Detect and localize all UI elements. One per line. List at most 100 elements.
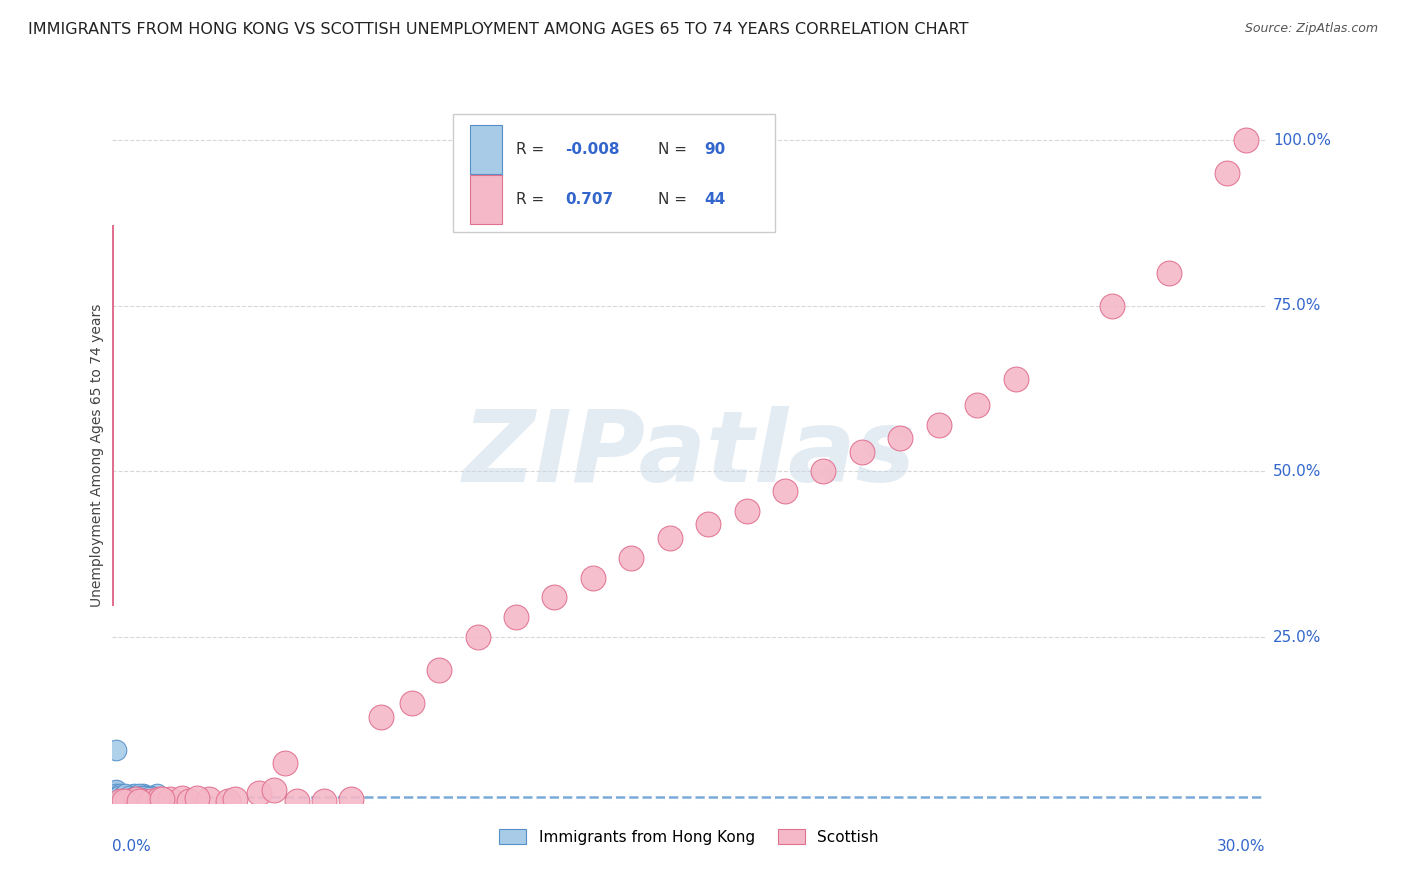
Point — [104, 787, 127, 801]
Point — [122, 789, 145, 804]
Point — [135, 790, 157, 805]
Point — [285, 794, 308, 808]
Text: 0.0%: 0.0% — [112, 839, 152, 855]
Point — [143, 790, 166, 805]
Point — [136, 792, 159, 806]
Point — [114, 790, 136, 805]
Point — [139, 794, 162, 808]
Point — [127, 790, 149, 805]
Legend: Immigrants from Hong Kong, Scottish: Immigrants from Hong Kong, Scottish — [494, 822, 884, 851]
Point — [274, 756, 297, 770]
Point — [117, 790, 139, 805]
Point — [115, 790, 138, 805]
Point — [112, 794, 135, 808]
Point — [135, 792, 157, 806]
Text: 25.0%: 25.0% — [1272, 630, 1322, 645]
Point — [108, 792, 131, 806]
Text: R =: R = — [516, 142, 544, 157]
Point — [127, 790, 149, 805]
Point — [104, 785, 127, 799]
Point — [966, 398, 988, 412]
Text: -0.008: -0.008 — [565, 142, 620, 157]
Point — [125, 789, 148, 804]
Point — [620, 550, 643, 565]
Point — [145, 787, 167, 801]
Point — [247, 786, 270, 800]
Point — [104, 782, 127, 797]
Text: Source: ZipAtlas.com: Source: ZipAtlas.com — [1244, 22, 1378, 36]
Point — [401, 697, 423, 711]
Point — [138, 792, 160, 806]
Point — [108, 794, 131, 808]
Point — [105, 786, 128, 800]
Point — [263, 782, 285, 797]
Point — [103, 790, 125, 805]
Point — [658, 531, 681, 545]
Text: 100.0%: 100.0% — [1272, 133, 1331, 148]
Point — [111, 789, 134, 803]
Point — [110, 789, 132, 804]
Point — [128, 794, 150, 808]
Point — [104, 743, 127, 757]
Point — [122, 790, 145, 805]
Text: IMMIGRANTS FROM HONG KONG VS SCOTTISH UNEMPLOYMENT AMONG AGES 65 TO 74 YEARS COR: IMMIGRANTS FROM HONG KONG VS SCOTTISH UN… — [28, 22, 969, 37]
Text: 30.0%: 30.0% — [1218, 839, 1265, 855]
Point — [773, 484, 796, 499]
Point — [129, 788, 153, 802]
Point — [118, 792, 141, 806]
Point — [111, 791, 134, 805]
Point — [108, 794, 131, 808]
Point — [217, 794, 239, 808]
Point — [108, 792, 131, 806]
Point — [110, 794, 132, 808]
Point — [129, 789, 152, 803]
Point — [128, 792, 150, 806]
Point — [928, 418, 950, 433]
Point — [117, 794, 139, 808]
FancyBboxPatch shape — [470, 175, 502, 224]
Point — [134, 792, 156, 806]
Point — [197, 792, 219, 806]
Point — [108, 788, 131, 802]
Point — [124, 790, 146, 805]
Point — [112, 794, 135, 808]
FancyBboxPatch shape — [470, 125, 502, 174]
Text: 75.0%: 75.0% — [1272, 298, 1322, 313]
Point — [505, 610, 527, 624]
Text: R =: R = — [516, 192, 544, 207]
Point — [108, 787, 131, 801]
Point — [127, 794, 149, 808]
Point — [118, 792, 141, 806]
Text: ZIPatlas: ZIPatlas — [463, 407, 915, 503]
Point — [149, 794, 172, 808]
Point — [138, 790, 160, 805]
Point — [110, 792, 132, 806]
Point — [131, 792, 153, 806]
Point — [813, 465, 835, 479]
Point — [122, 787, 145, 801]
Point — [1234, 133, 1257, 147]
Text: 50.0%: 50.0% — [1272, 464, 1322, 479]
Text: N =: N = — [658, 192, 686, 207]
Point — [108, 792, 131, 806]
Point — [128, 794, 150, 808]
Point — [224, 792, 246, 806]
Point — [121, 794, 143, 808]
Point — [142, 789, 165, 804]
Point — [148, 792, 170, 806]
Point — [148, 794, 170, 808]
Text: 0.707: 0.707 — [565, 192, 613, 207]
Point — [120, 792, 142, 806]
Point — [543, 591, 565, 605]
Point — [124, 794, 146, 808]
Point — [134, 789, 156, 803]
Point — [1004, 372, 1026, 386]
Point — [105, 794, 128, 808]
Point — [851, 444, 873, 458]
Point — [105, 794, 128, 808]
Point — [120, 792, 142, 806]
Point — [131, 794, 153, 808]
Point — [107, 792, 129, 806]
Point — [159, 792, 181, 806]
Point — [139, 789, 162, 804]
